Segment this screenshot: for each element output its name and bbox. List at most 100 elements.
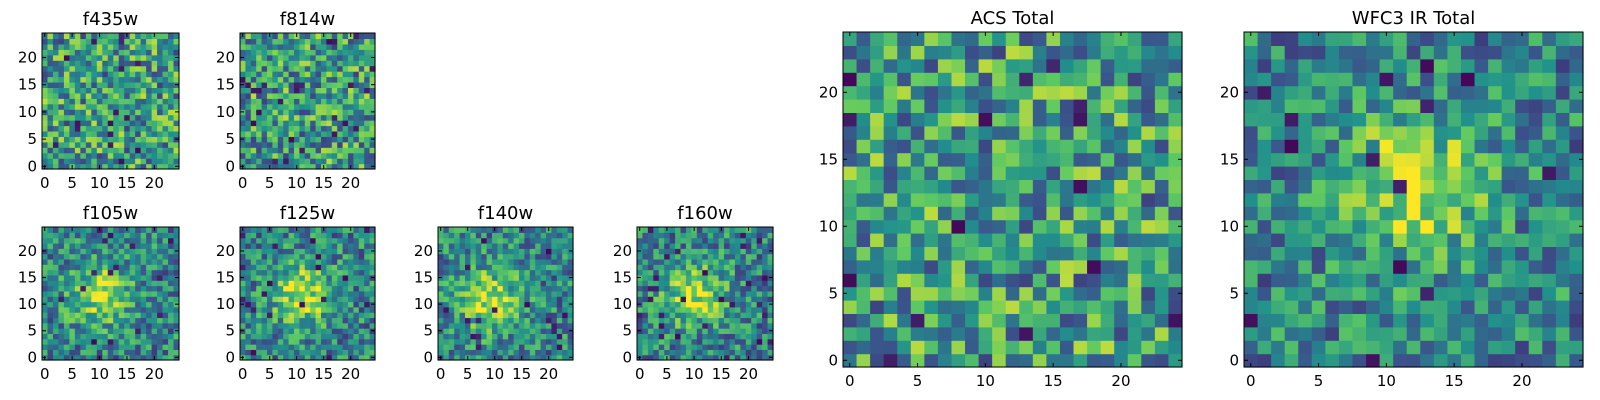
heatmap-cell <box>718 312 725 319</box>
heatmap-cell <box>438 322 444 329</box>
heatmap-cell <box>326 141 333 148</box>
heatmap-cell <box>856 72 871 87</box>
heatmap-cell <box>294 49 300 56</box>
heatmap-cell <box>1393 300 1408 314</box>
heatmap-cell <box>540 258 547 265</box>
heatmap-cell <box>326 322 333 329</box>
heatmap-cell <box>299 54 306 61</box>
heatmap-cell <box>883 152 898 167</box>
heatmap-cell <box>713 317 720 324</box>
heatmap-cell <box>647 344 654 350</box>
heatmap-cell <box>535 333 542 340</box>
heatmap-cell <box>653 274 660 281</box>
heatmap-cell <box>1059 259 1075 274</box>
heatmap-cell <box>85 354 92 361</box>
heatmap-cell <box>245 312 252 319</box>
heatmap-cell <box>96 285 103 292</box>
heatmap-cell <box>642 306 649 313</box>
heatmap-cell <box>1059 32 1075 46</box>
heatmap-cell <box>151 87 158 94</box>
heatmap-cell <box>529 242 536 249</box>
heatmap-cell <box>310 49 317 56</box>
heatmap-cell <box>256 248 263 255</box>
heatmap-cell <box>353 98 360 105</box>
heatmap-cell <box>240 258 246 265</box>
heatmap-cell <box>556 328 563 334</box>
heatmap-cell <box>47 349 54 356</box>
heatmap-cell <box>1005 219 1020 234</box>
heatmap-cell <box>250 248 257 255</box>
heatmap-cell <box>294 147 300 154</box>
heatmap-cell <box>1168 45 1183 60</box>
heatmap-cell <box>63 301 70 308</box>
heatmap-cell <box>1488 259 1503 274</box>
heatmap-cell <box>151 65 158 72</box>
heatmap-cell <box>91 290 98 297</box>
heatmap-cell <box>304 109 311 116</box>
heatmap-cell <box>685 237 692 244</box>
heatmap-cell <box>283 301 290 308</box>
heatmap-cell <box>168 103 175 110</box>
heatmap-cell <box>52 306 60 313</box>
heatmap-cell <box>342 322 349 329</box>
heatmap-cell <box>140 92 147 99</box>
heatmap-cell <box>331 54 338 61</box>
heatmap-cell <box>267 338 273 345</box>
heatmap-cell <box>675 349 682 356</box>
heatmap-cell <box>69 264 76 271</box>
heatmap-cell <box>1447 326 1462 341</box>
heatmap-cell <box>113 296 120 303</box>
heatmap-cell <box>337 312 344 319</box>
heatmap-cell <box>567 322 574 329</box>
heatmap-cell <box>146 328 153 334</box>
heatmap-cell <box>691 269 698 276</box>
heatmap-cell <box>562 306 569 313</box>
heatmap-cell <box>1114 72 1129 87</box>
heatmap-cell <box>524 354 531 361</box>
heatmap-cell <box>481 344 488 350</box>
heatmap-cell <box>459 296 466 303</box>
heatmap-cell <box>502 328 509 334</box>
heatmap-cell <box>685 280 692 287</box>
heatmap-cell <box>288 152 295 159</box>
heatmap-cell <box>508 301 515 308</box>
heatmap-cell <box>135 158 142 165</box>
heatmap-cell <box>567 306 574 313</box>
heatmap-cell <box>118 264 125 271</box>
heatmap-cell <box>337 328 344 334</box>
heatmap-cell <box>277 114 284 121</box>
heatmap-cell <box>691 344 698 350</box>
heatmap-cell <box>642 296 649 303</box>
heatmap-cell <box>272 49 279 56</box>
heatmap-cell <box>267 120 273 127</box>
heatmap-cell <box>256 333 263 340</box>
heatmap-cell <box>240 349 246 356</box>
heatmap-cell <box>642 269 649 276</box>
heatmap-cell <box>353 312 360 319</box>
heatmap-cell <box>685 301 692 308</box>
heatmap-cell <box>454 237 461 244</box>
heatmap-cell <box>1005 206 1020 221</box>
heatmap-cell <box>256 290 263 297</box>
heatmap-cell <box>272 60 279 67</box>
heatmap-cell <box>74 253 81 260</box>
heatmap-cell <box>1087 259 1102 274</box>
heatmap-cell <box>843 286 858 301</box>
heatmap-cell <box>151 136 158 143</box>
heatmap-cell <box>1257 206 1272 221</box>
heatmap-cell <box>364 163 371 170</box>
heatmap-cell <box>250 147 257 154</box>
heatmap-cell <box>1311 326 1326 341</box>
heatmap-cell <box>470 285 477 292</box>
heatmap-cell <box>664 280 671 287</box>
heatmap-cell <box>1257 233 1272 247</box>
heatmap-cell <box>767 312 774 319</box>
heatmap-cell <box>47 114 54 121</box>
heatmap-cell <box>1325 326 1340 341</box>
heatmap-cell <box>369 33 376 40</box>
heatmap-cell <box>546 312 552 319</box>
heatmap-cell <box>240 92 246 99</box>
heatmap-cell <box>647 322 654 329</box>
heatmap-cell <box>951 192 966 207</box>
